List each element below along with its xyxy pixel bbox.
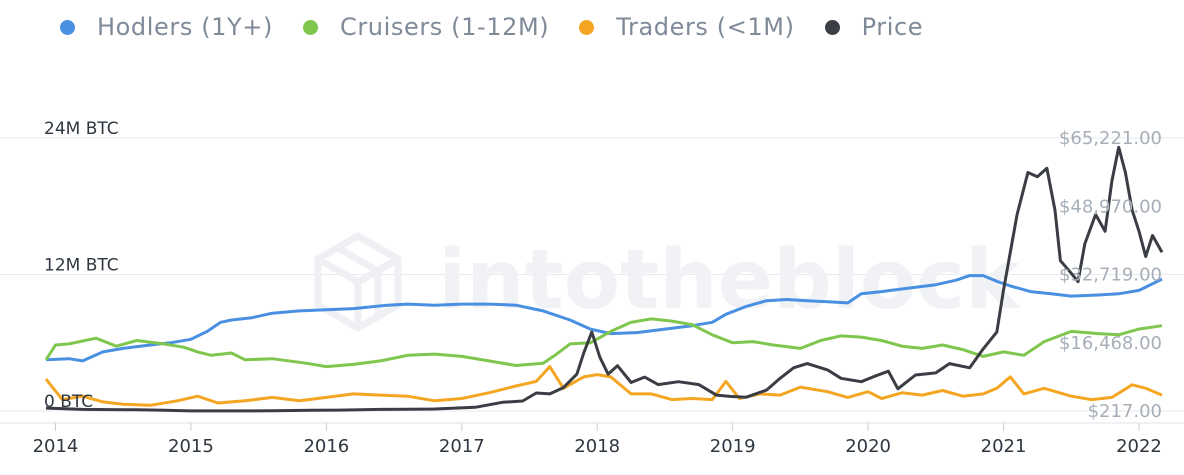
- x-tick-label: 2015: [168, 436, 214, 457]
- series-line-cruisers-1-12m: [44, 317, 1163, 369]
- intotheblock-logo-icon: [314, 231, 402, 333]
- x-tick-label: 2021: [981, 436, 1027, 457]
- legend-label: Hodlers (1Y+): [97, 13, 273, 41]
- y-right-tick-label: $32,719.00: [1059, 265, 1162, 286]
- y-right-tick-label: $65,221.00: [1059, 128, 1162, 149]
- y-left-tick-label: 12M BTC: [44, 256, 119, 276]
- left-axis-labels: 0 BTC 12M BTC 24M BTC: [44, 119, 119, 412]
- x-tick-label: 2017: [439, 436, 485, 457]
- legend-dot-icon: [824, 19, 840, 35]
- legend-label: Price: [861, 13, 924, 41]
- legend-item-hodlers-1y[interactable]: Hodlers (1Y+): [60, 13, 273, 41]
- chart-legend: Hodlers (1Y+) Cruisers (1-12M) Traders (<1…: [60, 10, 953, 44]
- legend-dot-icon: [302, 19, 318, 35]
- legend-label: Cruisers (1-12M): [339, 13, 550, 41]
- y-left-tick-label: 24M BTC: [44, 119, 119, 139]
- y-right-tick-label: $16,468.00: [1059, 333, 1162, 354]
- x-tick-label: 2020: [845, 436, 891, 457]
- legend-label: Traders (<1M): [616, 13, 795, 41]
- series-line-traders-1m: [44, 365, 1163, 407]
- series-line-hodlers-1y: [45, 274, 1163, 363]
- legend-dot-icon: [60, 19, 75, 35]
- x-tick-label: 2019: [710, 436, 756, 457]
- series-line-price: [45, 145, 1164, 413]
- y-right-tick-label: $217.00: [1088, 401, 1162, 422]
- legend-item-traders-1m[interactable]: Traders (<1M): [579, 13, 794, 41]
- series-lines: [44, 145, 1164, 413]
- legend-dot-icon: [579, 19, 595, 35]
- legend-item-price[interactable]: Price: [824, 13, 924, 41]
- right-axis-labels: $217.00 $16,468.00 $32,719.00 $48,970.00 $65…: [1059, 128, 1162, 422]
- legend-item-cruisers-1-12m[interactable]: Cruisers (1-12M): [302, 13, 550, 41]
- x-axis-labels: 2014 2015 2016 2017 2018 2019 2020 2021 2022: [33, 423, 1162, 457]
- x-tick-label: 2018: [574, 436, 620, 457]
- x-tick-label: 2022: [1116, 436, 1162, 457]
- y-left-tick-label: 0 BTC: [44, 392, 93, 412]
- x-tick-label: 2016: [303, 436, 349, 457]
- x-tick-label: 2014: [33, 436, 79, 457]
- intotheblock-watermark: intotheblock: [314, 231, 1022, 333]
- y-right-tick-label: $48,970.00: [1059, 196, 1162, 217]
